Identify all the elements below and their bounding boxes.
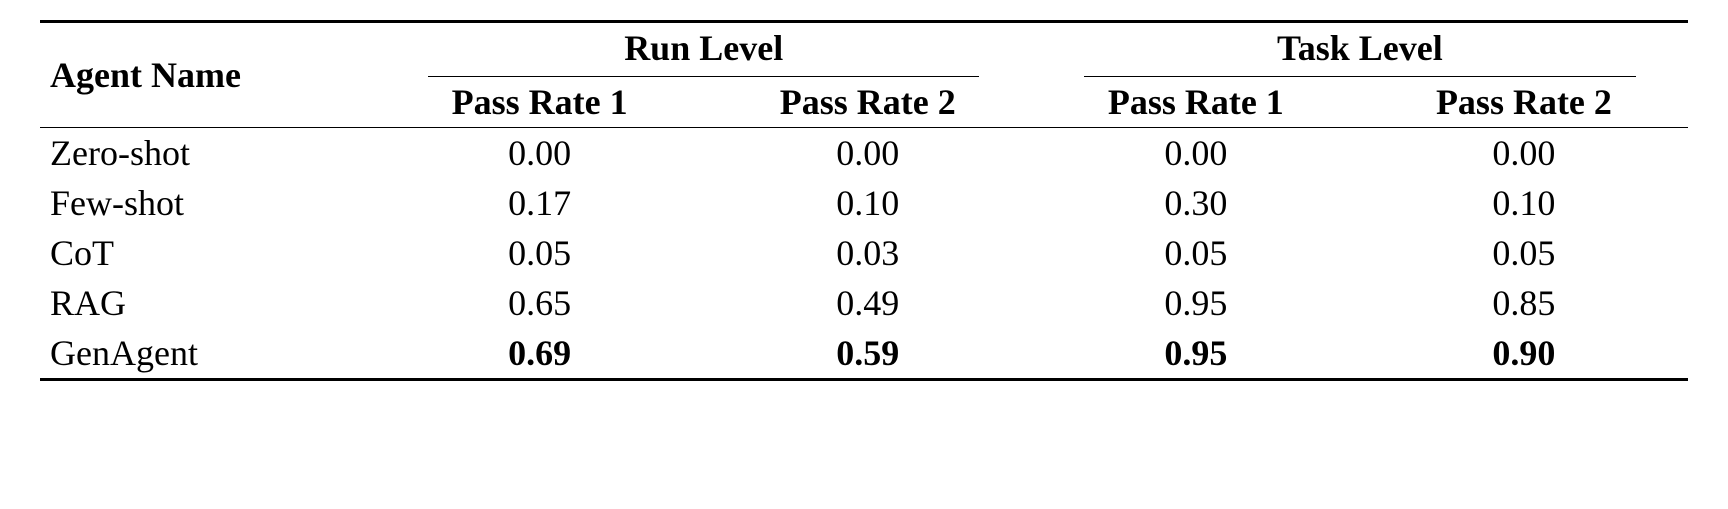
cell-value: 0.00	[1032, 128, 1360, 179]
cell-value: 0.00	[1360, 128, 1688, 179]
cell-agent: CoT	[40, 228, 376, 278]
table-row: GenAgent 0.69 0.59 0.95 0.90	[40, 328, 1688, 380]
col-header-agent-name: Agent Name	[40, 22, 376, 128]
cell-value: 0.10	[1360, 178, 1688, 228]
col-header-task-pass-rate-2: Pass Rate 2	[1360, 77, 1688, 128]
col-group-run-level: Run Level	[376, 22, 1032, 78]
cell-value: 0.00	[704, 128, 1032, 179]
cell-value: 0.90	[1360, 328, 1688, 380]
cell-value: 0.10	[704, 178, 1032, 228]
cell-value: 0.30	[1032, 178, 1360, 228]
cell-value: 0.00	[376, 128, 704, 179]
cell-value: 0.05	[1032, 228, 1360, 278]
col-group-task-level: Task Level	[1032, 22, 1688, 78]
col-header-task-pass-rate-1: Pass Rate 1	[1032, 77, 1360, 128]
cell-value: 0.03	[704, 228, 1032, 278]
col-group-task-level-label: Task Level	[1277, 28, 1443, 68]
cell-value: 0.59	[704, 328, 1032, 380]
cell-value: 0.95	[1032, 328, 1360, 380]
cell-agent: Zero-shot	[40, 128, 376, 179]
cell-value: 0.05	[376, 228, 704, 278]
table-body: Zero-shot 0.00 0.00 0.00 0.00 Few-shot 0…	[40, 128, 1688, 380]
cell-value: 0.17	[376, 178, 704, 228]
table-row: Zero-shot 0.00 0.00 0.00 0.00	[40, 128, 1688, 179]
cell-agent: RAG	[40, 278, 376, 328]
cell-value: 0.65	[376, 278, 704, 328]
cell-value: 0.69	[376, 328, 704, 380]
col-header-run-pass-rate-1: Pass Rate 1	[376, 77, 704, 128]
cell-value: 0.95	[1032, 278, 1360, 328]
cell-agent: GenAgent	[40, 328, 376, 380]
results-table: Agent Name Run Level Task Level Pass Rat…	[40, 20, 1688, 381]
cell-value: 0.49	[704, 278, 1032, 328]
col-group-run-level-label: Run Level	[624, 28, 783, 68]
table-row: RAG 0.65 0.49 0.95 0.85	[40, 278, 1688, 328]
col-header-run-pass-rate-2: Pass Rate 2	[704, 77, 1032, 128]
table-row: Few-shot 0.17 0.10 0.30 0.10	[40, 178, 1688, 228]
cell-agent: Few-shot	[40, 178, 376, 228]
cell-value: 0.85	[1360, 278, 1688, 328]
table-row: CoT 0.05 0.03 0.05 0.05	[40, 228, 1688, 278]
cell-value: 0.05	[1360, 228, 1688, 278]
